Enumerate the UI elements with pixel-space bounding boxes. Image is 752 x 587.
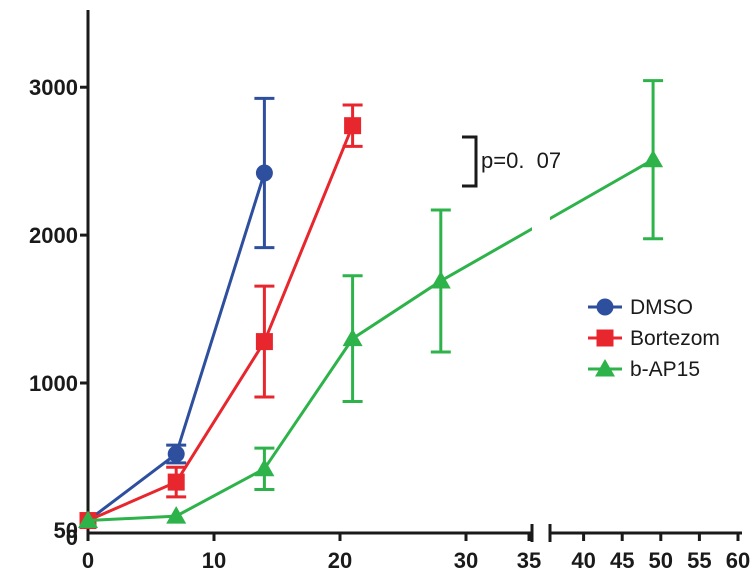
x-tick-label: 45: [610, 548, 634, 573]
x-tick-label: 0: [82, 548, 94, 573]
x-tick-label: 30: [454, 548, 478, 573]
axis-break-gap: [532, 205, 550, 245]
legend-label-bortezomib: Bortezom: [630, 327, 720, 350]
data-point: [255, 333, 273, 351]
legend-entry-bap15: b-AP15: [588, 358, 700, 381]
data-point: [643, 149, 664, 168]
y-tick-label: 0: [66, 525, 78, 550]
data-point: [78, 510, 98, 529]
legend: DMSO Bortezom b-AP15: [588, 296, 720, 381]
x-tick-label: 35: [517, 548, 541, 573]
series-bortezomib: [79, 103, 363, 530]
legend-entry-dmso: DMSO: [588, 296, 693, 319]
x-tick-label: 60: [726, 548, 750, 573]
series-dmso: [79, 96, 275, 530]
series-layer: [78, 79, 664, 530]
legend-marker-dmso: [596, 298, 614, 316]
y-tick-label: 2000: [29, 223, 78, 248]
series-line: [87, 125, 354, 522]
x-tick-label: 20: [328, 548, 352, 573]
x-tick-label: 55: [687, 548, 711, 573]
data-point: [254, 458, 275, 477]
data-point: [342, 328, 363, 347]
series-line: [87, 158, 654, 523]
legend-marker-bap15: [595, 359, 615, 377]
x-tick-label: 50: [649, 548, 673, 573]
y-tick-label: 50: [54, 518, 78, 543]
y-tick-label: 1000: [29, 371, 78, 396]
x-tick-label: 10: [202, 548, 226, 573]
p-value-label: p=0. 07: [481, 148, 561, 173]
axes: [86, 10, 742, 542]
x-tick-label: 40: [571, 548, 595, 573]
data-point: [166, 506, 187, 524]
y-tick-label: 3000: [29, 75, 78, 100]
series-bap15: [78, 79, 664, 529]
data-point: [167, 445, 185, 463]
legend-label-dmso: DMSO: [630, 296, 693, 319]
legend-entry-bortezomib: Bortezom: [588, 327, 720, 350]
data-point: [344, 117, 362, 135]
data-point: [167, 473, 185, 491]
legend-marker-bortezomib: [596, 329, 614, 347]
significance-annotation: p=0. 07: [462, 135, 561, 188]
data-point: [255, 164, 273, 182]
data-point: [430, 270, 451, 289]
significance-bracket: [462, 135, 478, 188]
legend-label-bap15: b-AP15: [630, 358, 700, 381]
